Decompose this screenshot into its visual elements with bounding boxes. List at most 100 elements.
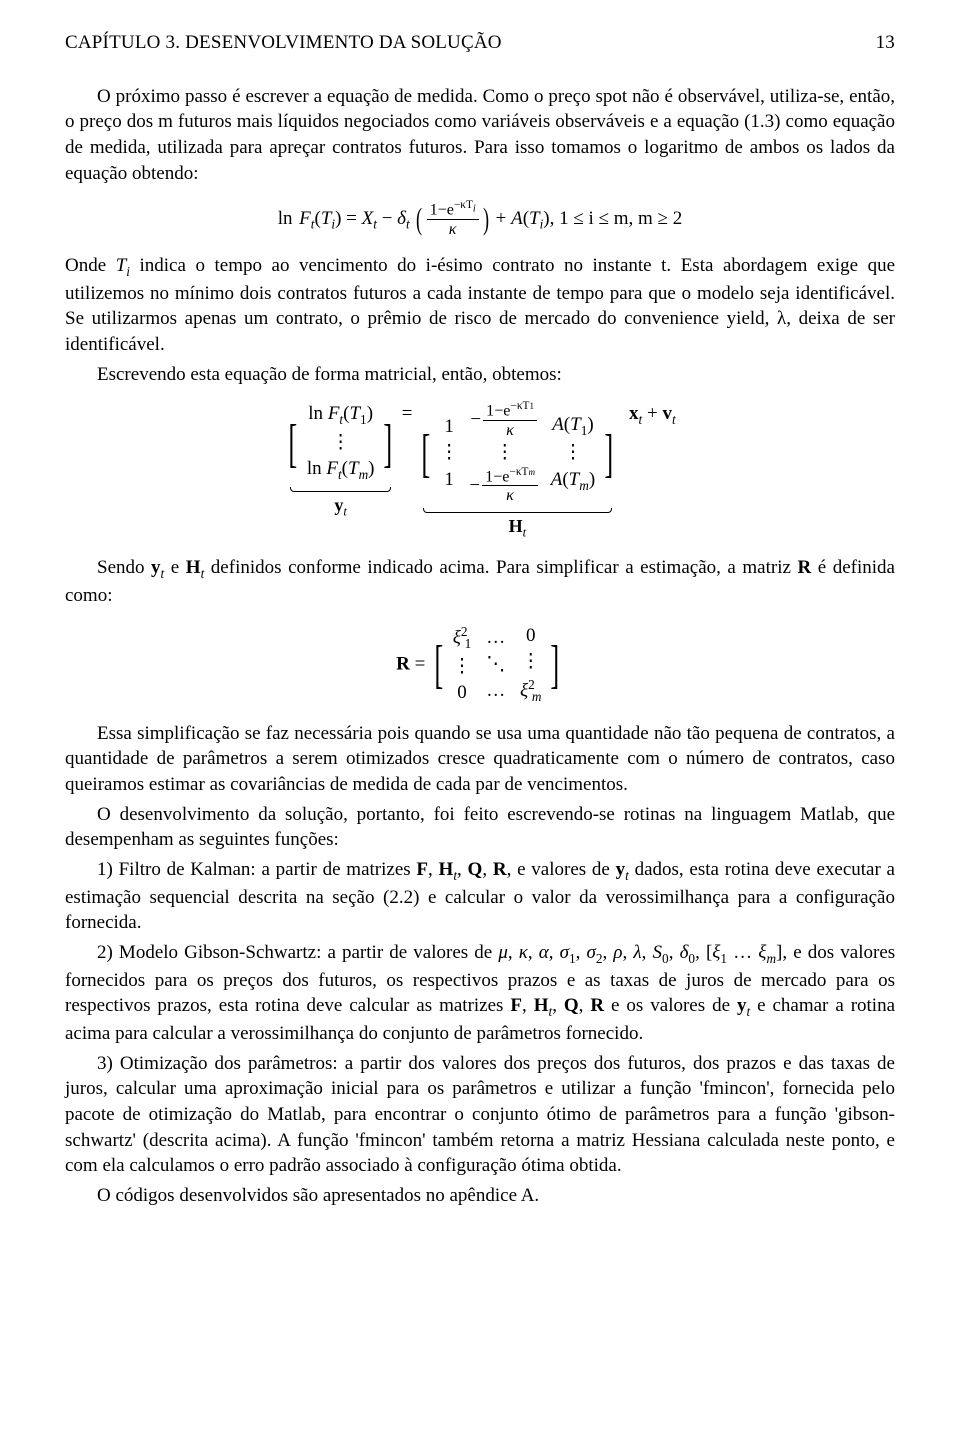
c9: , — [623, 942, 634, 963]
f2-plus: + — [642, 403, 662, 424]
f2-numm: 1−e — [485, 468, 509, 485]
f1-rparen: ) — [483, 206, 489, 233]
f1-t-sub: t — [311, 217, 315, 232]
f1-Ti: T — [321, 208, 332, 229]
paragraph-10: O códigos desenvolvidos são apresentados… — [65, 1183, 895, 1209]
f2-one: 1 — [360, 412, 367, 427]
paragraph-3: Escrevendo esta equação de forma matrici… — [65, 362, 895, 388]
sym-s1: σ — [560, 942, 569, 963]
f1-X: X — [362, 208, 374, 229]
sym-kappa: κ — [519, 942, 528, 963]
f1-lparen: ( — [416, 206, 422, 233]
f2-Fm: F — [326, 458, 338, 479]
p8a: 2) Modelo Gibson-Schwartz: a partir de v… — [97, 942, 498, 963]
sym-R3: R — [590, 995, 604, 1016]
sym-F2: F — [510, 995, 522, 1016]
f1-Ai: i — [540, 217, 544, 232]
f2-t1: t — [339, 412, 343, 427]
f2-Tm: T — [348, 458, 359, 479]
paragraph-1: O próximo passo é escrever a equação de … — [65, 84, 895, 187]
f2-c3b: ⋮ — [551, 440, 595, 467]
sym-alpha: α — [539, 942, 549, 963]
paragraph-4: Sendo yt e Ht definidos conforme indicad… — [65, 555, 895, 608]
c5: , — [528, 942, 539, 963]
f2-e1: 1 — [529, 401, 534, 411]
f3-xim: ξ — [520, 680, 528, 701]
paragraph-9: 3) Otimização dos parâmetros: a partir d… — [65, 1051, 895, 1179]
f1-ln: ln — [278, 208, 293, 229]
f3-z1: 0 — [453, 680, 472, 707]
paragraph-2: Onde Ti indica o tempo ao vencimento do … — [65, 253, 895, 358]
sym-xi1s: 1 — [720, 951, 727, 966]
c6: , — [549, 942, 560, 963]
sym-rho: ρ — [613, 942, 622, 963]
p3-text: Escrevendo esta equação de forma matrici… — [97, 364, 562, 385]
f2-Ams: m — [579, 478, 589, 493]
f2-em: m — [528, 467, 535, 477]
c11: , — [669, 942, 680, 963]
c3: , — [482, 859, 493, 880]
f1-eq: = — [341, 208, 361, 229]
p4b: e — [164, 557, 186, 578]
c12: , — [695, 942, 706, 963]
paragraph-1-text: O próximo passo é escrever a equação de … — [65, 86, 895, 184]
f1-kappa: κ — [427, 220, 479, 239]
formula-matrix: [ ln Ft(T1) ⋮ ln Ft(Tm) ] yt = [ 1 ⋮ 1 — [65, 401, 895, 541]
f1-deltat: t — [406, 217, 410, 232]
sym-yt2: y — [616, 859, 626, 880]
sym-Ht: H — [186, 557, 201, 578]
f2-tm: t — [338, 467, 342, 482]
f2-rbrack1: ] — [384, 421, 393, 466]
sym-S0s: 0 — [662, 951, 669, 966]
f3-dh2: … — [486, 678, 505, 705]
sym-Q2: Q — [564, 995, 579, 1016]
c7: , — [576, 942, 587, 963]
f1-plus: + — [491, 208, 511, 229]
f2-c2b: ⋮ — [469, 440, 540, 467]
f2-dots1: ⋮ — [307, 430, 375, 457]
f2-A1: A — [552, 414, 564, 435]
f3-lbrack: [ — [434, 642, 443, 687]
c8: , — [603, 942, 614, 963]
c4: , — [508, 942, 519, 963]
f2-AT1: T — [570, 414, 581, 435]
p2b: indica o tempo ao vencimento do i-ésimo … — [65, 255, 895, 355]
c15: , — [579, 995, 591, 1016]
sym-lambda: λ — [633, 942, 641, 963]
p4a: Sendo — [97, 557, 151, 578]
f3-R: R — [396, 653, 410, 674]
sym-Q: Q — [468, 859, 483, 880]
f3-xi1: ξ — [453, 627, 461, 648]
f3-m: m — [532, 689, 542, 704]
f1-i: i — [331, 217, 335, 232]
p5-text: Essa simplificação se faz necessária poi… — [65, 723, 895, 795]
sym-Ti: T — [116, 255, 127, 276]
f2-lbrack2: [ — [422, 431, 431, 476]
f1-ATi: T — [529, 208, 540, 229]
f3-z2: 0 — [520, 623, 541, 650]
sym-Ht3: H — [534, 995, 549, 1016]
paragraph-7: 1) Filtro de Kalman: a partir de matrize… — [65, 857, 895, 936]
f2-H: H — [509, 516, 523, 536]
f2-c1a: 1 — [440, 414, 459, 441]
f2-k1: κ — [483, 421, 537, 440]
sym-R: R — [797, 557, 811, 578]
paragraph-8: 2) Modelo Gibson-Schwartz: a partir de v… — [65, 940, 895, 1047]
f2-lnm: ln — [307, 458, 322, 479]
f2-F1: F — [328, 403, 340, 424]
sym-F: F — [416, 859, 428, 880]
sym-s2: σ — [587, 942, 596, 963]
f2-lbrack1: [ — [289, 421, 298, 466]
p6-text: O desenvolvimento da solução, portanto, … — [65, 804, 895, 851]
sym-Ht2: H — [439, 859, 454, 880]
f2-v: v — [662, 403, 672, 424]
f2-c1c: 1 — [440, 467, 459, 494]
c2: , — [457, 859, 468, 880]
formula-log-measurement: lnFt(Ti) = Xt − δt (1−e−κTiκ) + A(Ti), 1… — [65, 200, 895, 239]
f2-c1b: ⋮ — [440, 440, 459, 467]
f2-vt: t — [672, 412, 676, 427]
p4c: definidos conforme indicado acima. Para … — [204, 557, 797, 578]
f3-dh1: … — [486, 625, 505, 652]
p8c: e os valores de — [604, 995, 737, 1016]
f2-ln1: ln — [308, 403, 323, 424]
